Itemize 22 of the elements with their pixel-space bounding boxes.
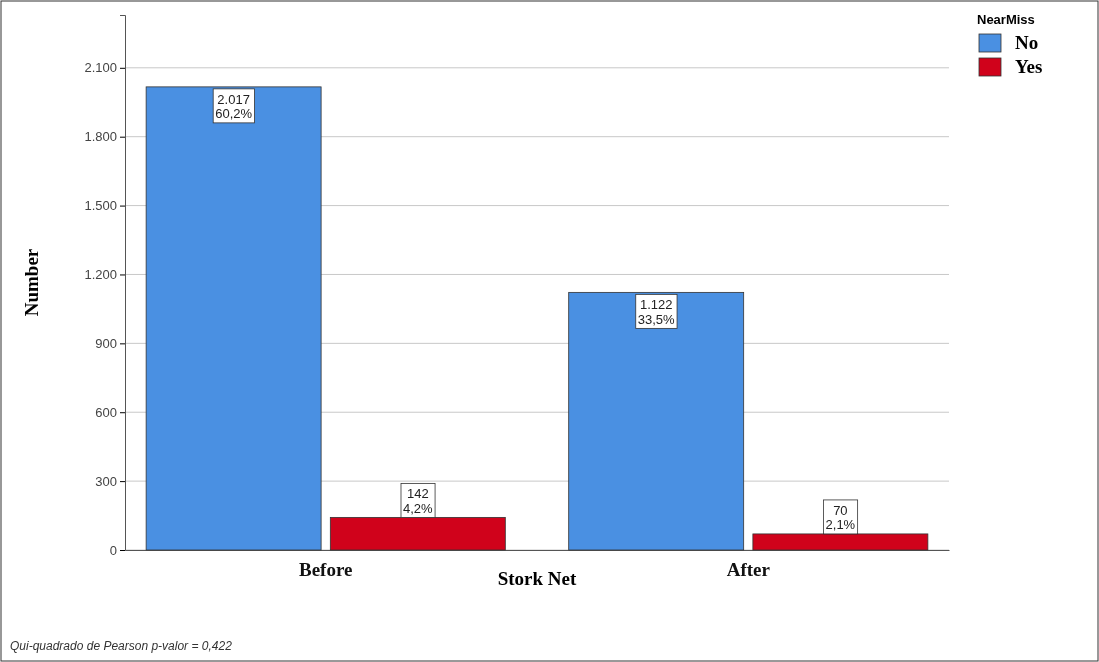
y-tick-label: 1.500 bbox=[84, 198, 117, 214]
y-tick-label: 900 bbox=[95, 336, 117, 352]
bar bbox=[568, 291, 745, 551]
data-label: 1.122 33,5% bbox=[637, 297, 676, 327]
y-axis-title: Number bbox=[21, 248, 42, 317]
x-tick-label: After bbox=[726, 558, 771, 580]
text: Qui-quadrado de Pearson p-valor = 0,422 bbox=[10, 639, 233, 653]
bar bbox=[145, 86, 322, 551]
legend-label: No bbox=[1015, 32, 1039, 53]
legend-label: Yes bbox=[1015, 56, 1043, 77]
y-tick-label: 1.200 bbox=[84, 267, 117, 283]
data-label: 70 2,1% bbox=[825, 502, 856, 533]
y-tick-label: 1.800 bbox=[84, 129, 117, 145]
x-axis-title: Stork Net bbox=[497, 568, 577, 589]
data-label: 142 4,2% bbox=[402, 486, 434, 516]
y-tick-label: 300 bbox=[95, 473, 117, 489]
data-label: 2.017 60,2% bbox=[215, 91, 253, 122]
y-tick-label: 2.100 bbox=[84, 60, 117, 76]
legend-title: NearMiss bbox=[977, 12, 1035, 27]
y-tick-label: 0 bbox=[109, 542, 117, 558]
y-tick-label: 600 bbox=[95, 404, 117, 420]
x-tick-label: Before bbox=[298, 558, 353, 580]
